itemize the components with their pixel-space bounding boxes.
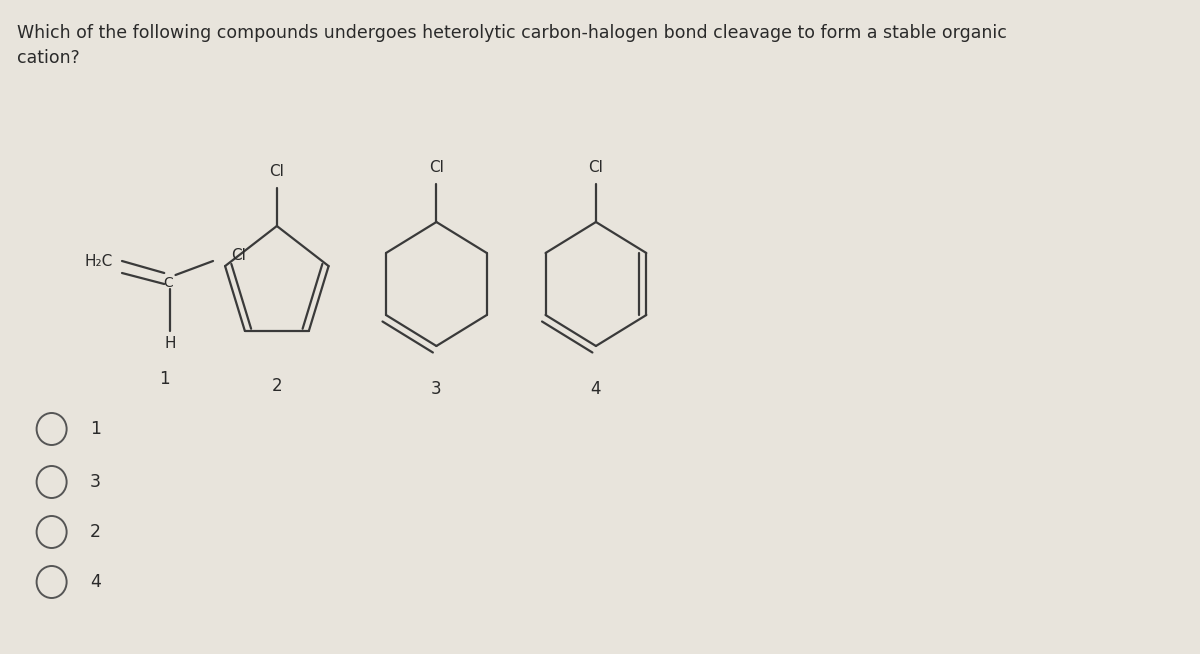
Text: Cl: Cl — [588, 160, 604, 175]
Text: Cl: Cl — [230, 247, 246, 262]
Text: Cl: Cl — [428, 160, 444, 175]
Text: 1: 1 — [158, 370, 169, 388]
Text: C: C — [163, 276, 173, 290]
Text: Which of the following compounds undergoes heterolytic carbon-halogen bond cleav: Which of the following compounds undergo… — [17, 24, 1007, 42]
Text: H₂C: H₂C — [84, 254, 113, 269]
Text: cation?: cation? — [17, 49, 79, 67]
Text: 1: 1 — [90, 420, 101, 438]
Text: 2: 2 — [271, 377, 282, 395]
Text: Cl: Cl — [270, 164, 284, 179]
Text: H: H — [164, 336, 175, 351]
Text: 3: 3 — [90, 473, 101, 491]
Text: 4: 4 — [90, 573, 101, 591]
Text: 2: 2 — [90, 523, 101, 541]
Text: 4: 4 — [590, 380, 601, 398]
Text: 3: 3 — [431, 380, 442, 398]
